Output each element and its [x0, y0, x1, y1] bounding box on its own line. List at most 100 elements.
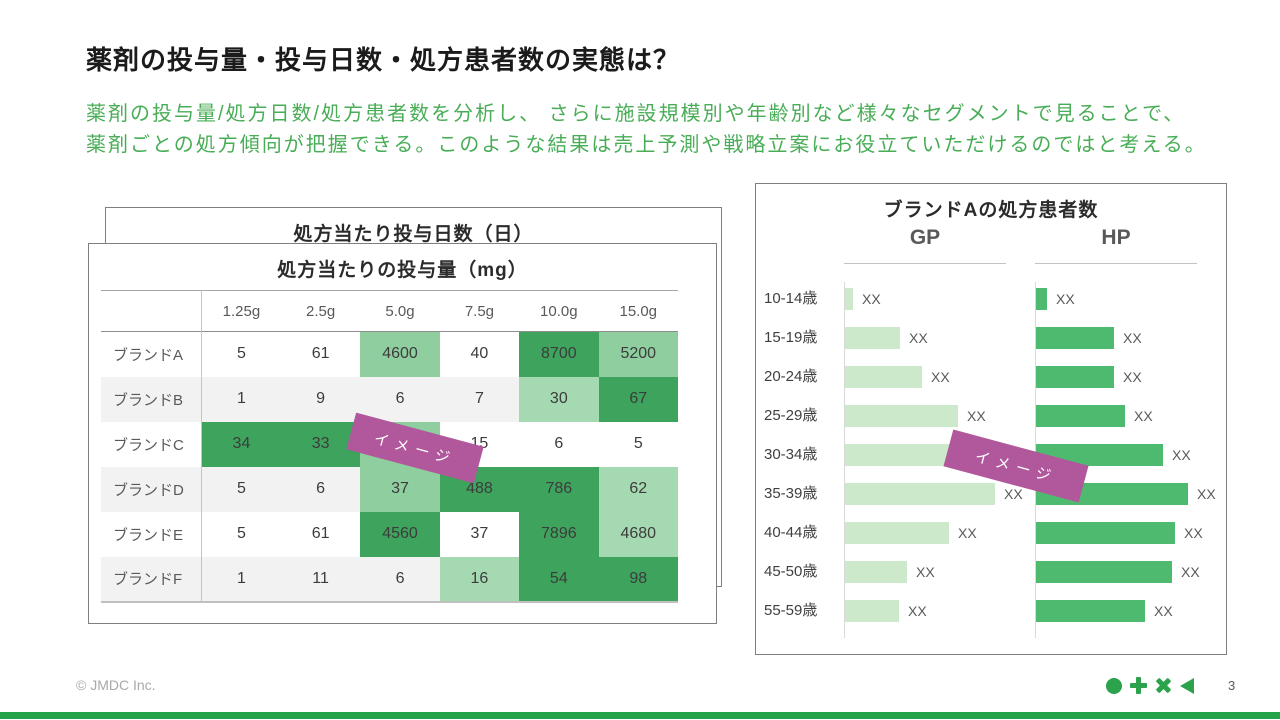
value-cell: 6 — [554, 435, 564, 452]
bar-value-label: XX — [1134, 408, 1153, 424]
gp-bar — [845, 561, 907, 583]
days-table-title: 処方当たり投与日数（日） — [293, 224, 534, 245]
page-title: 薬剤の投与量・投与日数・処方患者数の実態は？ — [86, 45, 681, 75]
value-cell: 61 — [311, 345, 330, 363]
gp-axis-line — [844, 282, 845, 638]
column-header: 7.5g — [464, 302, 495, 320]
hp-column-header: HP — [1101, 226, 1131, 249]
value-cell: 8700 — [519, 331, 599, 377]
cross-icon — [1151, 673, 1175, 697]
gp-bar — [845, 366, 922, 388]
dose-table-body: ブランドA 5 61 4600 40 8700 5200 ブランドB 1 9 6 7 30 67 ブランドC… — [101, 331, 678, 602]
hp-bar — [1036, 366, 1114, 388]
bar-value-label: XX — [967, 408, 986, 424]
gp-bar — [845, 522, 949, 544]
bar-value-label: XX — [1197, 486, 1216, 502]
dose-table-card: 処方当たりの投与量（mg） 1.25g 2.5g 5.0g 7.5g 10.0g 15.0… — [88, 243, 717, 624]
page-number: 3 — [1228, 678, 1236, 693]
table-row: ブランドA 5 61 4600 40 8700 5200 — [101, 331, 678, 377]
category-label: 15-19歳 — [764, 329, 818, 346]
hp-bar — [1036, 327, 1114, 349]
dose-table-header-row: 1.25g 2.5g 5.0g 7.5g 10.0g 15.0g — [101, 290, 678, 332]
value-cell: 5 — [201, 466, 281, 512]
value-cell: 37 — [360, 466, 440, 512]
bar-value-label: XX — [1056, 291, 1075, 307]
circle-icon — [1106, 677, 1122, 694]
row-label: ブランドB — [101, 376, 202, 422]
row-label: ブランドE — [101, 511, 202, 557]
category-label: 55-59歳 — [764, 602, 818, 619]
table-row: ブランドE 5 61 4560 37 7896 4680 — [101, 511, 678, 557]
value-cell: 37 — [470, 525, 489, 542]
column-header: 1.25g — [222, 302, 261, 320]
hp-bar — [1036, 522, 1175, 544]
value-cell: 4600 — [360, 331, 440, 377]
category-label: 10-14歳 — [764, 290, 818, 307]
row-label: ブランドD — [101, 466, 202, 512]
dose-table: 1.25g 2.5g 5.0g 7.5g 10.0g 15.0g ブランドA 5 61 4600… — [101, 290, 678, 603]
bar-value-label: XX — [909, 330, 928, 346]
value-cell: 9 — [280, 376, 361, 422]
table-row: ブランドD 5 6 37 488 786 62 — [101, 466, 678, 512]
patients-chart-card: ブランドAの処方患者数 GP HP 10-14歳 XX XX 15-19歳 XX XX 20… — [755, 183, 1227, 655]
copyright-text: © JMDC Inc. — [76, 677, 156, 693]
value-cell: 34 — [201, 421, 281, 467]
bar-value-label: XX — [916, 564, 935, 580]
value-cell: 786 — [519, 466, 599, 512]
gp-bar — [845, 288, 853, 310]
dose-table-title: 処方当たりの投与量（mg） — [277, 260, 528, 281]
category-label: 20-24歳 — [764, 368, 818, 385]
bottom-accent-bar — [0, 712, 1280, 719]
value-cell: 4560 — [360, 511, 440, 557]
value-cell: 40 — [470, 345, 489, 363]
hp-header-underline — [1035, 263, 1197, 264]
value-cell: 54 — [519, 556, 599, 602]
hp-bar — [1036, 600, 1145, 622]
value-cell: 16 — [439, 556, 520, 602]
bar-value-label: XX — [862, 291, 881, 307]
value-cell: 5 — [237, 525, 246, 542]
category-label: 40-44歳 — [764, 524, 818, 541]
bar-value-label: XX — [908, 603, 927, 619]
triangle-left-icon — [1180, 677, 1194, 694]
value-cell: 6 — [360, 376, 440, 422]
category-label: 25-29歳 — [764, 407, 818, 424]
column-header: 2.5g — [306, 302, 336, 320]
value-cell: 1 — [201, 376, 281, 422]
lead-line-1: 薬剤の投与量/処方日数/処方患者数を分析し、 さらに施設規模別や年齢別など様々な… — [86, 103, 1186, 125]
category-label: 35-39歳 — [764, 485, 818, 502]
category-label: 45-50歳 — [764, 563, 818, 580]
hp-bar — [1036, 288, 1047, 310]
gp-bar — [845, 483, 995, 505]
gp-header-underline — [844, 263, 1006, 264]
table-row: ブランドB 1 9 6 7 30 67 — [101, 376, 678, 422]
value-cell: 98 — [598, 556, 678, 602]
value-cell: 4680 — [598, 511, 678, 557]
bar-value-label: XX — [1123, 369, 1142, 385]
value-cell: 30 — [519, 376, 599, 422]
corner-cell — [101, 290, 202, 332]
bar-value-label: XX — [1181, 564, 1200, 580]
gp-column-header: GP — [909, 226, 941, 249]
row-label: ブランドA — [101, 331, 202, 377]
hp-bar — [1036, 405, 1125, 427]
patients-chart-title: ブランドAの処方患者数 — [883, 200, 1099, 221]
value-cell: 6 — [280, 466, 361, 512]
value-cell: 1 — [201, 556, 281, 602]
gp-bar — [845, 405, 958, 427]
value-cell: 11 — [280, 556, 361, 602]
gp-bar — [845, 327, 900, 349]
column-header: 5.0g — [385, 302, 415, 320]
value-cell: 7 — [439, 376, 520, 422]
value-cell: 5 — [633, 435, 643, 452]
value-cell: 62 — [598, 466, 678, 512]
value-cell: 5 — [237, 345, 246, 363]
bar-value-label: XX — [1123, 330, 1142, 346]
value-cell: 7896 — [519, 511, 599, 557]
value-cell: 6 — [360, 556, 440, 602]
bar-value-label: XX — [958, 525, 977, 541]
value-cell: 61 — [311, 525, 330, 542]
bar-value-label: XX — [1172, 447, 1191, 463]
footer-logo-icons — [1106, 677, 1194, 694]
